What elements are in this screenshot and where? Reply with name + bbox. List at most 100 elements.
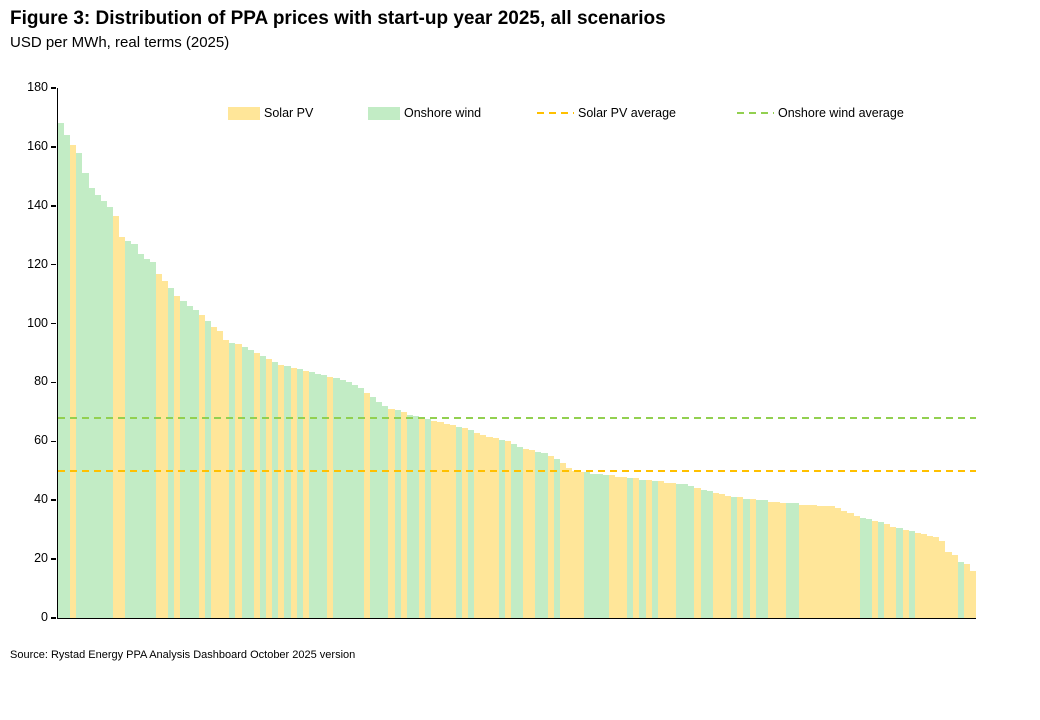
onshore-wind-bar [786, 503, 792, 618]
legend-item-onshore-wind: Onshore wind [368, 105, 481, 121]
solar-pv-bar [737, 497, 743, 618]
solar-pv-bar [254, 353, 260, 618]
onshore-wind-bar [468, 429, 474, 618]
onshore-wind-bar [321, 375, 327, 618]
solar-pv-bar [419, 417, 425, 618]
solar-pv-bar [70, 145, 76, 618]
onshore-wind-bar [64, 135, 70, 618]
solar-pv-bar [278, 364, 284, 618]
onshore-wind-bar [138, 254, 144, 618]
onshore-wind-bar [144, 258, 150, 618]
solar-pv-bar [162, 280, 168, 618]
solar-pv-bar [572, 470, 578, 618]
onshore-wind-bar [95, 195, 101, 618]
onshore-wind-bar [229, 342, 235, 618]
solar-pv-bar [437, 422, 444, 618]
legend-swatch-icon [368, 106, 400, 120]
solar-pv-bar [799, 504, 805, 618]
onshore-wind-bar [535, 451, 541, 618]
solar-pv-bar [952, 554, 958, 618]
solar-pv-bar [578, 472, 584, 618]
solar-pv-bar [223, 339, 229, 618]
onshore-wind-bar [584, 472, 590, 618]
onshore-wind-bar [597, 473, 603, 618]
figure-subtitle: USD per MWh, real terms (2025) [10, 34, 230, 51]
onshore-wind-bar [58, 123, 64, 618]
onshore-wind-bar [407, 414, 413, 618]
onshore-wind-bar [260, 355, 266, 618]
onshore-wind-bar [248, 350, 254, 618]
onshore-wind-bar [376, 401, 382, 618]
y-tick-label: 60 [34, 433, 48, 448]
solar-pv-bar [927, 535, 933, 618]
onshore-wind-bar [205, 320, 211, 618]
onshore-wind-bar [76, 152, 82, 618]
solar-pv-bar [694, 488, 701, 618]
solar-pv-bar [890, 526, 896, 618]
onshore-wind-bar [352, 385, 358, 618]
onshore-wind-bar [315, 373, 321, 618]
solar-pv-bar [450, 425, 456, 618]
onshore-wind-bar [340, 379, 346, 618]
onshore-wind-bar [82, 173, 89, 618]
legend-label: Onshore wind [404, 106, 482, 120]
onshore-wind-bar [896, 528, 903, 618]
solar-pv-bar [621, 476, 627, 618]
solar-pv-bar [303, 370, 309, 618]
onshore-wind-bar [107, 207, 113, 618]
solar-pv-bar [970, 570, 976, 618]
solar-pv-bar [548, 456, 554, 618]
legend-item-solar-pv-average: Solar PV average [537, 105, 676, 121]
solar-pv-bar [364, 392, 370, 618]
onshore-wind-bar [743, 498, 750, 618]
legend-item-solar-pv: Solar PV [228, 105, 313, 121]
onshore-wind-bar [499, 439, 505, 618]
onshore-wind-bar [860, 517, 866, 618]
onshore-wind-bar [425, 419, 431, 618]
onshore-wind-bar [603, 475, 609, 618]
solar-pv-bar [664, 482, 670, 618]
onshore-wind-bar [958, 562, 964, 618]
onshore-wind-bar [511, 444, 517, 618]
onshore-wind-bar [456, 426, 462, 618]
solar-pv-bar [609, 475, 615, 618]
solar-pv-bar [523, 448, 529, 618]
solar-pv-bar [199, 314, 205, 618]
onshore-wind-bar [272, 361, 278, 618]
solar-pv-bar [768, 501, 774, 618]
solar-pv-bar [431, 420, 437, 618]
solar-pv-bar [841, 510, 847, 618]
figure-title: Figure 3: Distribution of PPA prices wit… [10, 8, 666, 29]
solar-pv-bar [327, 376, 333, 618]
onshore-wind-bar [707, 491, 713, 618]
legend-label: Solar PV average [578, 106, 676, 120]
y-tick-label: 0 [41, 610, 48, 624]
legend-label: Onshore wind average [778, 106, 904, 120]
solar-pv-bar [474, 432, 480, 618]
legend-label: Solar PV [264, 106, 314, 120]
onshore-wind-bar [168, 288, 174, 618]
solar-pv-bar [486, 436, 493, 618]
solar-pv-bar [266, 358, 272, 618]
legend-dash-icon [537, 112, 574, 114]
solar-pv-bar [156, 273, 162, 618]
solar-pv-bar [811, 504, 817, 618]
solar-pv-bar [615, 476, 621, 618]
onshore-wind-bar [413, 416, 419, 618]
onshore-wind-bar [682, 484, 688, 618]
y-tick-label: 80 [34, 374, 48, 389]
y-tick-label: 20 [34, 551, 48, 566]
solar-pv-bar [933, 537, 939, 618]
solar-pv-bar [480, 435, 486, 618]
onshore-wind-bar [652, 481, 658, 618]
plot-area [57, 88, 976, 619]
solar-pv-bar [921, 534, 927, 618]
solar-pv-bar [444, 423, 450, 618]
solar-pv-bar [211, 326, 217, 618]
y-tick-label: 120 [27, 256, 48, 271]
onshore-wind-bar [554, 459, 560, 618]
solar-pv-bar [713, 492, 719, 618]
solar-pv-bar [505, 441, 511, 618]
onshore-wind-bar [688, 485, 694, 618]
y-tick-mark [51, 322, 56, 325]
